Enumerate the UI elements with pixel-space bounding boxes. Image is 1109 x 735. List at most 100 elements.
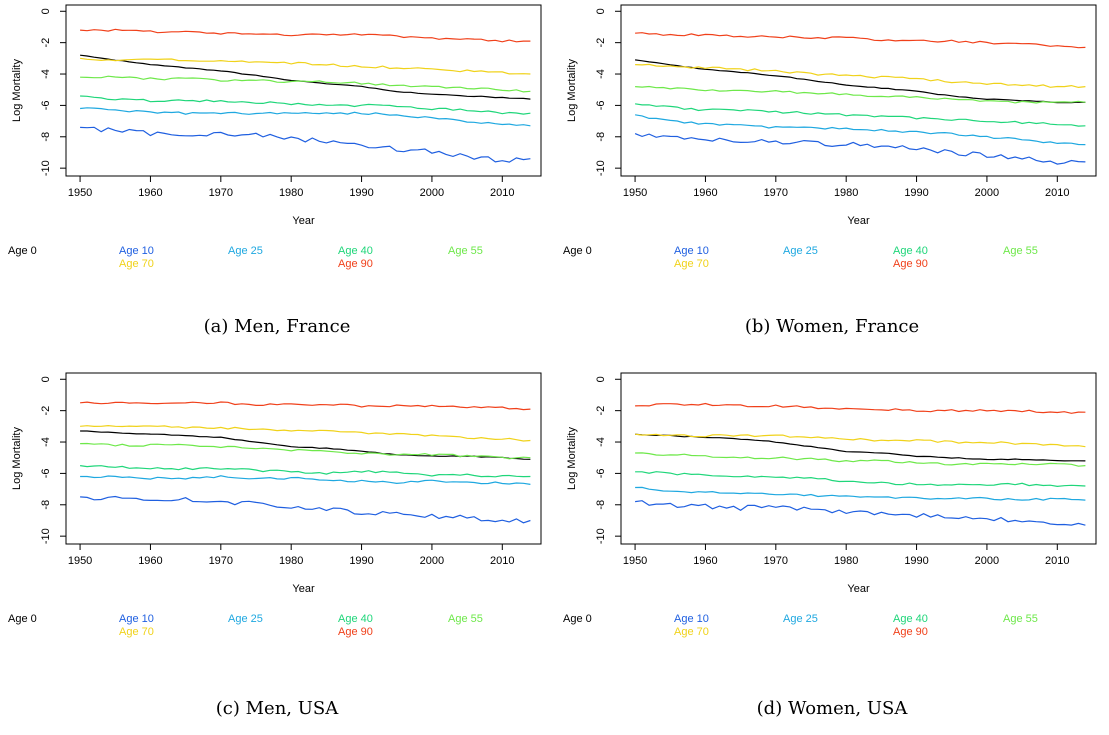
y-tick-label: -2 <box>40 38 52 48</box>
x-tick-label: 1960 <box>693 555 717 567</box>
y-tick-label: -8 <box>40 500 52 510</box>
y-tick-label: -6 <box>595 469 607 479</box>
x-tick-label: 1960 <box>138 555 162 567</box>
x-tick-label: 1980 <box>834 555 858 567</box>
panel-women-france: 1950 1960 1970 1980 1990 2000 2010 0 -2 -4 -6 -8 -10… <box>555 0 1109 367</box>
x-tick-label: 2000 <box>420 555 444 567</box>
y-tick-label: -10 <box>595 528 607 544</box>
x-tick-label: 1960 <box>138 187 162 199</box>
series-line-age-90 <box>80 401 531 411</box>
plot-frame <box>65 4 542 177</box>
legend-entry-age-70: Age 70 <box>674 626 709 638</box>
series-line-age-40 <box>635 471 1086 488</box>
caption-women-usa: (d) Women, USA <box>756 698 908 719</box>
y-axis-label: Log Mortality <box>566 427 578 490</box>
series-line-age-70 <box>635 433 1086 448</box>
series-line-age-25 <box>80 475 531 485</box>
x-tick-label: 2000 <box>420 187 444 199</box>
legend-entry-age-0: Age 0 <box>563 613 592 625</box>
legend-entry-age-25: Age 25 <box>783 613 818 625</box>
legend-entry-age-40: Age 40 <box>893 613 928 625</box>
y-tick-label: 0 <box>595 376 607 382</box>
x-tick-label: 1990 <box>349 555 373 567</box>
chart-women-usa: 1950 1960 1970 1980 1990 2000 2010 0 -2 -4 -6 -8 -10… <box>563 372 1097 638</box>
series-line-age-0 <box>80 430 531 460</box>
caption-women-france: (b) Women, France <box>744 316 920 337</box>
legend-entry-age-25: Age 25 <box>228 613 263 625</box>
x-tick-label: 2010 <box>1045 187 1069 199</box>
plot-frame <box>620 4 1097 177</box>
x-tick-label: 1970 <box>209 555 233 567</box>
legend-entry-age-70: Age 70 <box>119 258 154 270</box>
series-line-age-25 <box>80 107 531 127</box>
legend-entry-age-55: Age 55 <box>1003 245 1038 257</box>
x-axis-label: Year <box>847 215 870 227</box>
y-axis-label: Log Mortality <box>11 427 23 490</box>
x-tick-label: 1990 <box>904 555 928 567</box>
y-axis-label: Log Mortality <box>566 59 578 122</box>
panel-women-usa: 1950 1960 1970 1980 1990 2000 2010 0 -2 -4 -6 -8 -10… <box>555 368 1109 735</box>
legend-entry-age-40: Age 40 <box>338 613 373 625</box>
series-line-age-40 <box>80 95 531 115</box>
y-tick-label: -6 <box>595 101 607 111</box>
chart-women-france: 1950 1960 1970 1980 1990 2000 2010 0 -2 -4 -6 -8 -10… <box>563 4 1097 270</box>
legend-entry-age-55: Age 55 <box>1003 613 1038 625</box>
series-line-age-0 <box>635 433 1086 462</box>
series-line-age-90 <box>635 402 1086 414</box>
y-tick-label: -4 <box>40 437 52 447</box>
caption-men-france: (a) Men, France <box>203 316 351 337</box>
legend-entry-age-25: Age 25 <box>783 245 818 257</box>
legend-entry-age-0: Age 0 <box>8 245 37 257</box>
legend-entry-age-90: Age 90 <box>893 626 928 638</box>
panel-men-france: 1950 1960 1970 1980 1990 2000 2010 0 -2 -4 -6 -8 -10… <box>0 0 554 367</box>
x-axis-label: Year <box>292 215 315 227</box>
series-line-age-55 <box>635 452 1086 467</box>
series-line-age-10 <box>80 126 531 163</box>
x-tick-label: 1950 <box>623 555 647 567</box>
plot-frame <box>65 372 542 545</box>
x-tick-label: 2000 <box>975 187 999 199</box>
series-line-age-70 <box>80 57 531 75</box>
y-tick-label: -10 <box>40 528 52 544</box>
legend-entry-age-10: Age 10 <box>119 613 154 625</box>
y-tick-label: 0 <box>595 8 607 14</box>
x-tick-label: 1970 <box>764 187 788 199</box>
x-tick-label: 1950 <box>623 187 647 199</box>
legend-entry-age-0: Age 0 <box>563 245 592 257</box>
y-tick-label: -4 <box>595 69 607 79</box>
y-tick-label: -2 <box>40 406 52 416</box>
x-tick-label: 1990 <box>904 187 928 199</box>
x-tick-label: 1990 <box>349 187 373 199</box>
legend-entry-age-0: Age 0 <box>8 613 37 625</box>
legend-entry-age-55: Age 55 <box>448 613 483 625</box>
series-line-age-10 <box>635 500 1086 526</box>
series-line-age-25 <box>635 114 1086 146</box>
series-line-age-40 <box>80 465 531 478</box>
y-tick-label: 0 <box>40 376 52 382</box>
x-tick-label: 2000 <box>975 555 999 567</box>
x-tick-label: 1980 <box>279 555 303 567</box>
series-line-age-55 <box>635 85 1086 104</box>
x-tick-label: 2010 <box>490 187 514 199</box>
x-tick-label: 1970 <box>209 187 233 199</box>
legend-entry-age-70: Age 70 <box>674 258 709 270</box>
y-tick-label: -10 <box>40 160 52 176</box>
legend-entry-age-10: Age 10 <box>119 245 154 257</box>
legend-entry-age-40: Age 40 <box>893 245 928 257</box>
x-tick-label: 1980 <box>279 187 303 199</box>
series-line-age-40 <box>635 103 1086 127</box>
x-tick-label: 2010 <box>490 555 514 567</box>
series-line-age-55 <box>80 442 531 460</box>
y-tick-label: -10 <box>595 160 607 176</box>
y-tick-label: -4 <box>40 69 52 79</box>
legend-entry-age-10: Age 10 <box>674 613 709 625</box>
x-tick-label: 1950 <box>68 555 92 567</box>
x-tick-label: 1960 <box>693 187 717 199</box>
y-tick-label: -8 <box>595 132 607 142</box>
x-tick-label: 2010 <box>1045 555 1069 567</box>
legend-entry-age-40: Age 40 <box>338 245 373 257</box>
legend-entry-age-90: Age 90 <box>893 258 928 270</box>
y-tick-label: -4 <box>595 437 607 447</box>
legend-entry-age-25: Age 25 <box>228 245 263 257</box>
y-tick-label: 0 <box>40 8 52 14</box>
